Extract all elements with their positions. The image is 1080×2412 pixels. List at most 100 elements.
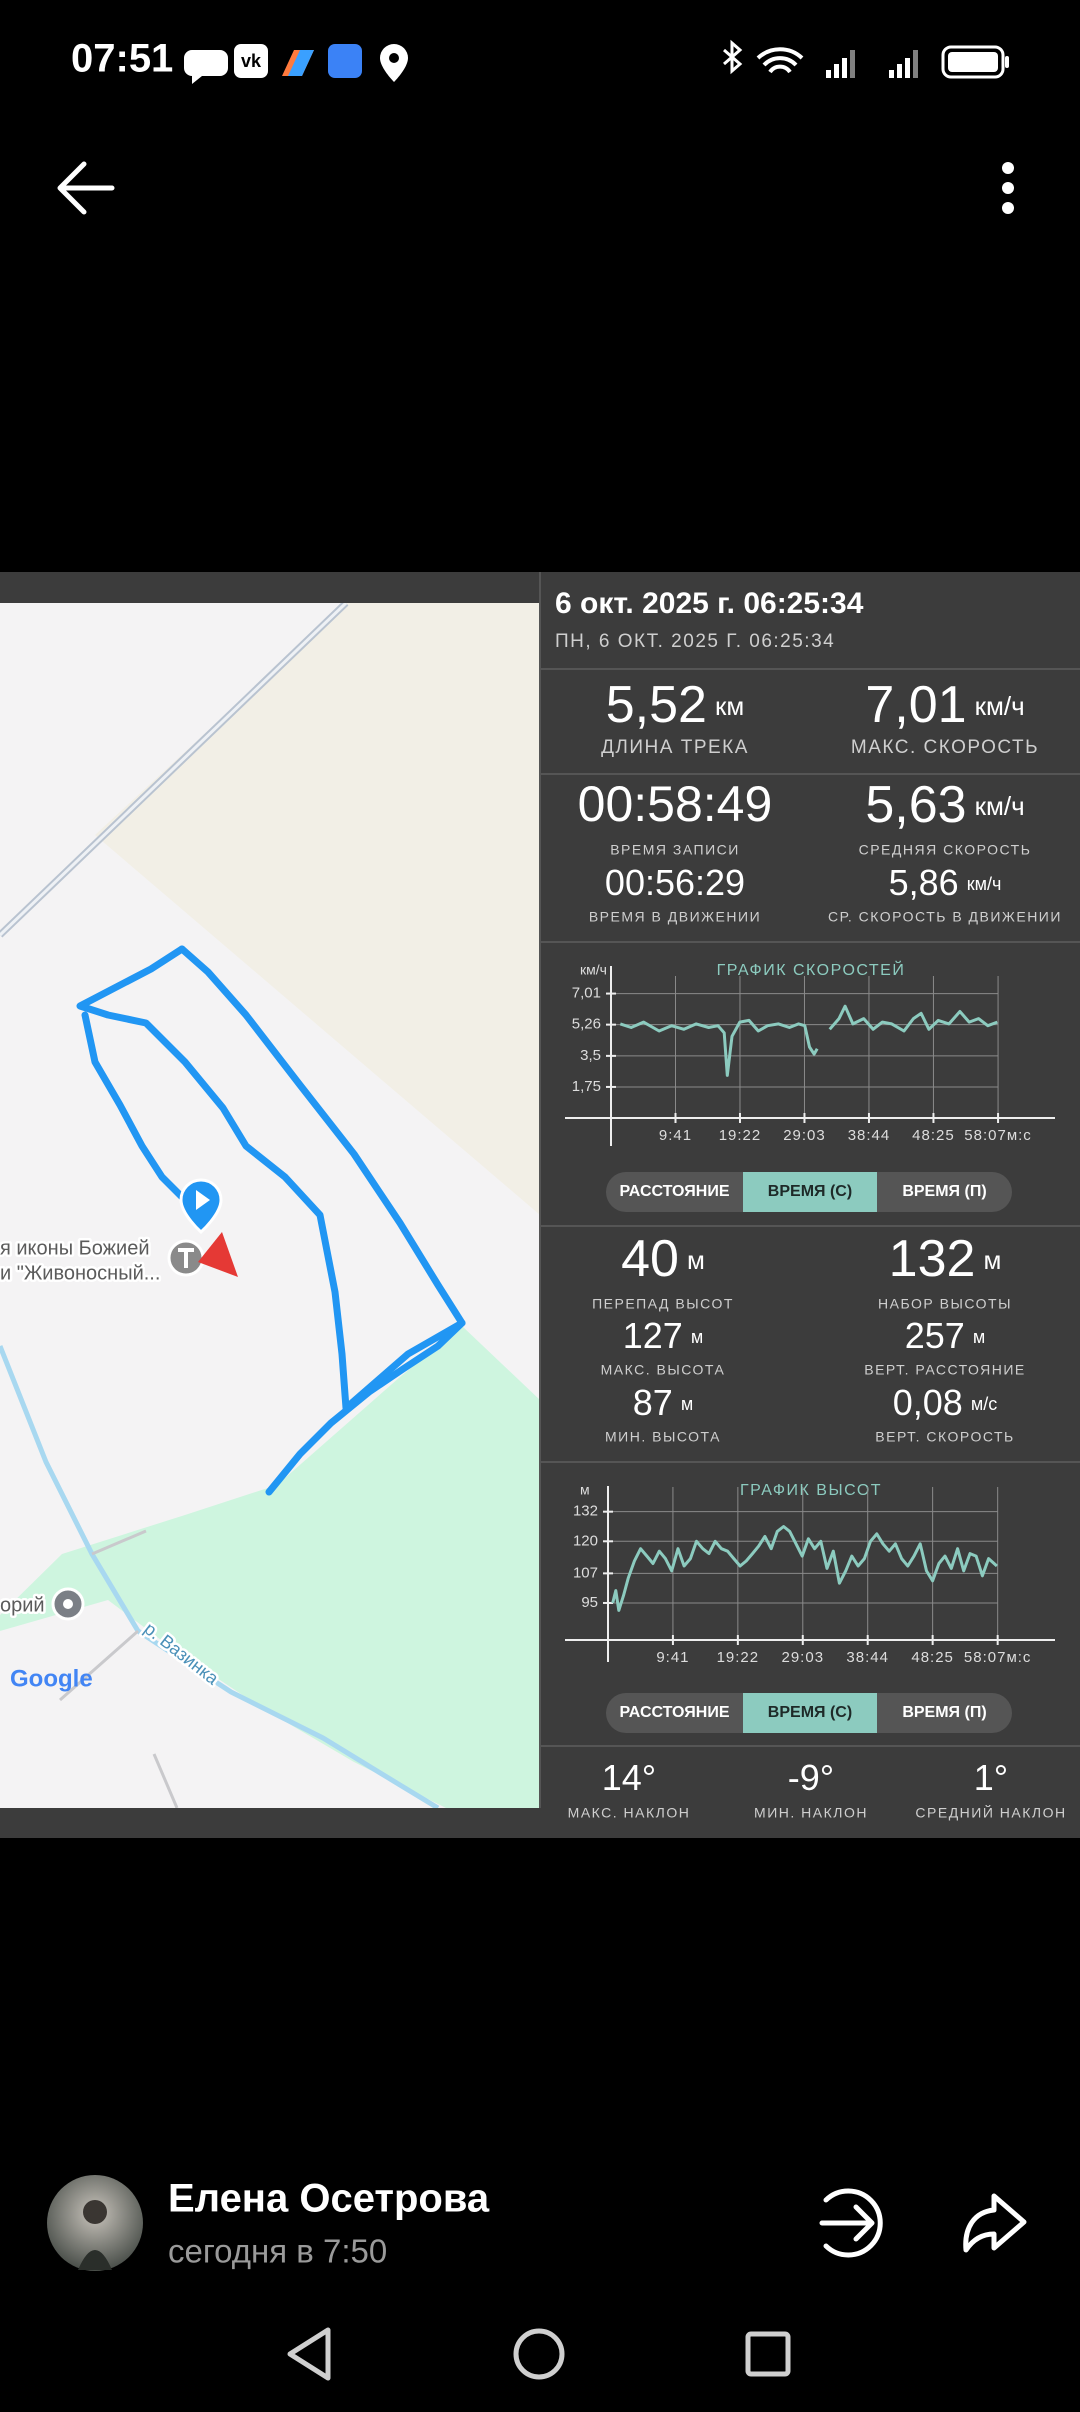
- toggle-label[interactable]: ВРЕМЯ (П): [902, 1183, 986, 1200]
- stat-number: 00:58:49: [578, 776, 773, 832]
- svg-text:vk: vk: [241, 51, 262, 71]
- stat-value: 00:56:29: [605, 862, 745, 903]
- stat-number: 00:56:29: [605, 862, 745, 903]
- chart-line: [619, 1004, 998, 1077]
- status-icons: vk: [184, 39, 1009, 84]
- date-title: 6 окт. 2025 г. 06:25:34: [555, 587, 864, 620]
- menu-button[interactable]: [1002, 162, 1014, 214]
- x-tick-label: 58:07м:с: [964, 1127, 1032, 1144]
- toggle-active: [743, 1172, 877, 1212]
- chart-unit: км/ч: [580, 962, 607, 978]
- stat-value: 132 м: [889, 1230, 1002, 1288]
- x-tick-label: 38:44: [848, 1127, 891, 1144]
- toggle-label[interactable]: ВРЕМЯ (С): [768, 1183, 852, 1200]
- poi-label: орий: [0, 1594, 45, 1616]
- stat-value: 00:58:49: [578, 776, 773, 832]
- y-tick-label: 3,5: [580, 1047, 601, 1064]
- stat-number: 14°: [602, 1757, 656, 1798]
- stat-number: 5,86: [889, 862, 959, 903]
- stat-unit: км/ч: [967, 874, 1002, 894]
- stat-number: -9°: [788, 1757, 834, 1798]
- stat-label: МАКС. ВЫСОТА: [601, 1362, 726, 1378]
- y-tick-label: 95: [581, 1594, 598, 1611]
- stat-value: 87 м: [633, 1382, 693, 1423]
- stat-unit: м: [983, 1245, 1001, 1275]
- poi-label: я иконы Божией: [0, 1237, 150, 1259]
- stat-value: 0,08 м/с: [893, 1382, 997, 1423]
- stat-number: 0,08: [893, 1382, 963, 1423]
- stat-label: ВРЕМЯ В ДВИЖЕНИИ: [589, 909, 761, 925]
- stat-value: 5,52 км: [606, 676, 744, 734]
- x-tick-label: 19:22: [717, 1649, 760, 1666]
- chart-unit: м: [580, 1482, 590, 1498]
- toggle-option[interactable]: ВРЕМЯ (П): [902, 1183, 986, 1200]
- chart-title: ГРАФИК СКОРОСТЕЙ: [717, 960, 906, 979]
- status-time: 07:51: [71, 37, 173, 81]
- stat-number: 5,63: [865, 776, 966, 834]
- stat-label: СР. СКОРОСТЬ В ДВИЖЕНИИ: [828, 909, 1062, 925]
- stat-number: 127: [623, 1315, 683, 1356]
- x-tick-label: 29:03: [783, 1127, 826, 1144]
- back-button[interactable]: [57, 161, 115, 215]
- y-tick-label: 132: [573, 1503, 598, 1520]
- stat-label: НАБОР ВЫСОТЫ: [878, 1296, 1012, 1312]
- toggle-option[interactable]: РАССТОЯНИЕ: [620, 1183, 730, 1200]
- nav-recents[interactable]: [745, 2331, 791, 2377]
- chart-line: [611, 1525, 998, 1612]
- toggle-option[interactable]: ВРЕМЯ (С): [743, 1693, 877, 1733]
- y-tick-label: 7,01: [572, 985, 601, 1002]
- author-name[interactable]: Елена Осетрова: [168, 2177, 490, 2221]
- map-logo: Google: [10, 1665, 93, 1692]
- toggle-option[interactable]: РАССТОЯНИЕ: [620, 1704, 730, 1721]
- stat-unit: км/ч: [975, 691, 1025, 721]
- nav-home[interactable]: [513, 2328, 565, 2380]
- toggle-active: [743, 1693, 877, 1733]
- y-tick-label: 120: [573, 1532, 598, 1549]
- stat-unit: м/с: [971, 1394, 997, 1414]
- x-tick-label: 19:22: [719, 1127, 762, 1144]
- stat-value: 7,01 км/ч: [865, 676, 1024, 734]
- stat-number: 257: [905, 1315, 965, 1356]
- map: [0, 603, 540, 1808]
- nav-bar: [287, 2327, 791, 2381]
- nav-back[interactable]: [287, 2327, 331, 2381]
- stat-unit: м: [973, 1327, 985, 1347]
- stat-unit: м: [681, 1394, 693, 1414]
- stat-value: 5,63 км/ч: [865, 776, 1024, 834]
- stat-label: ВЕРТ. СКОРОСТЬ: [875, 1429, 1014, 1445]
- x-tick-label: 38:44: [846, 1649, 889, 1666]
- y-tick-label: 1,75: [572, 1078, 601, 1095]
- share-button[interactable]: [963, 2193, 1027, 2253]
- toggle-label[interactable]: ВРЕМЯ (П): [902, 1704, 986, 1721]
- stat-unit: км/ч: [975, 791, 1025, 821]
- toggle-label[interactable]: ВРЕМЯ (С): [768, 1704, 852, 1721]
- stat-unit: м: [687, 1245, 705, 1275]
- toggle-label[interactable]: РАССТОЯНИЕ: [620, 1183, 730, 1200]
- stat-number: 132: [889, 1230, 976, 1288]
- x-tick-label: 9:41: [659, 1127, 692, 1144]
- stat-value: 1°: [974, 1757, 1008, 1798]
- stat-value: 127 м: [623, 1315, 703, 1356]
- stat-unit: м: [691, 1327, 703, 1347]
- stat-unit: км: [715, 691, 744, 721]
- stat-label: МИН. ВЫСОТА: [605, 1429, 721, 1445]
- x-tick-label: 48:25: [911, 1649, 954, 1666]
- y-tick-label: 107: [573, 1564, 598, 1581]
- stats-panel: 6 окт. 2025 г. 06:25:34 ПН, 6 ОКТ. 2025 …: [539, 572, 1080, 1808]
- x-tick-label: 58:07м:с: [964, 1649, 1032, 1666]
- stat-number: 1°: [974, 1757, 1008, 1798]
- x-tick-label: 48:25: [912, 1127, 955, 1144]
- repost-button[interactable]: [819, 2188, 883, 2258]
- toggle-label[interactable]: РАССТОЯНИЕ: [620, 1704, 730, 1721]
- toggle-option[interactable]: ВРЕМЯ (С): [743, 1172, 877, 1212]
- stat-label: СРЕДНЯЯ СКОРОСТЬ: [859, 842, 1032, 858]
- stat-value: 257 м: [905, 1315, 985, 1356]
- stat-value: 14°: [602, 1757, 656, 1798]
- toggle-option[interactable]: ВРЕМЯ (П): [902, 1704, 986, 1721]
- stat-label: СРЕДНИЙ НАКЛОН: [915, 1804, 1066, 1821]
- x-tick-label: 29:03: [782, 1649, 825, 1666]
- x-tick-label: 9:41: [656, 1649, 689, 1666]
- stat-number: 7,01: [865, 676, 966, 734]
